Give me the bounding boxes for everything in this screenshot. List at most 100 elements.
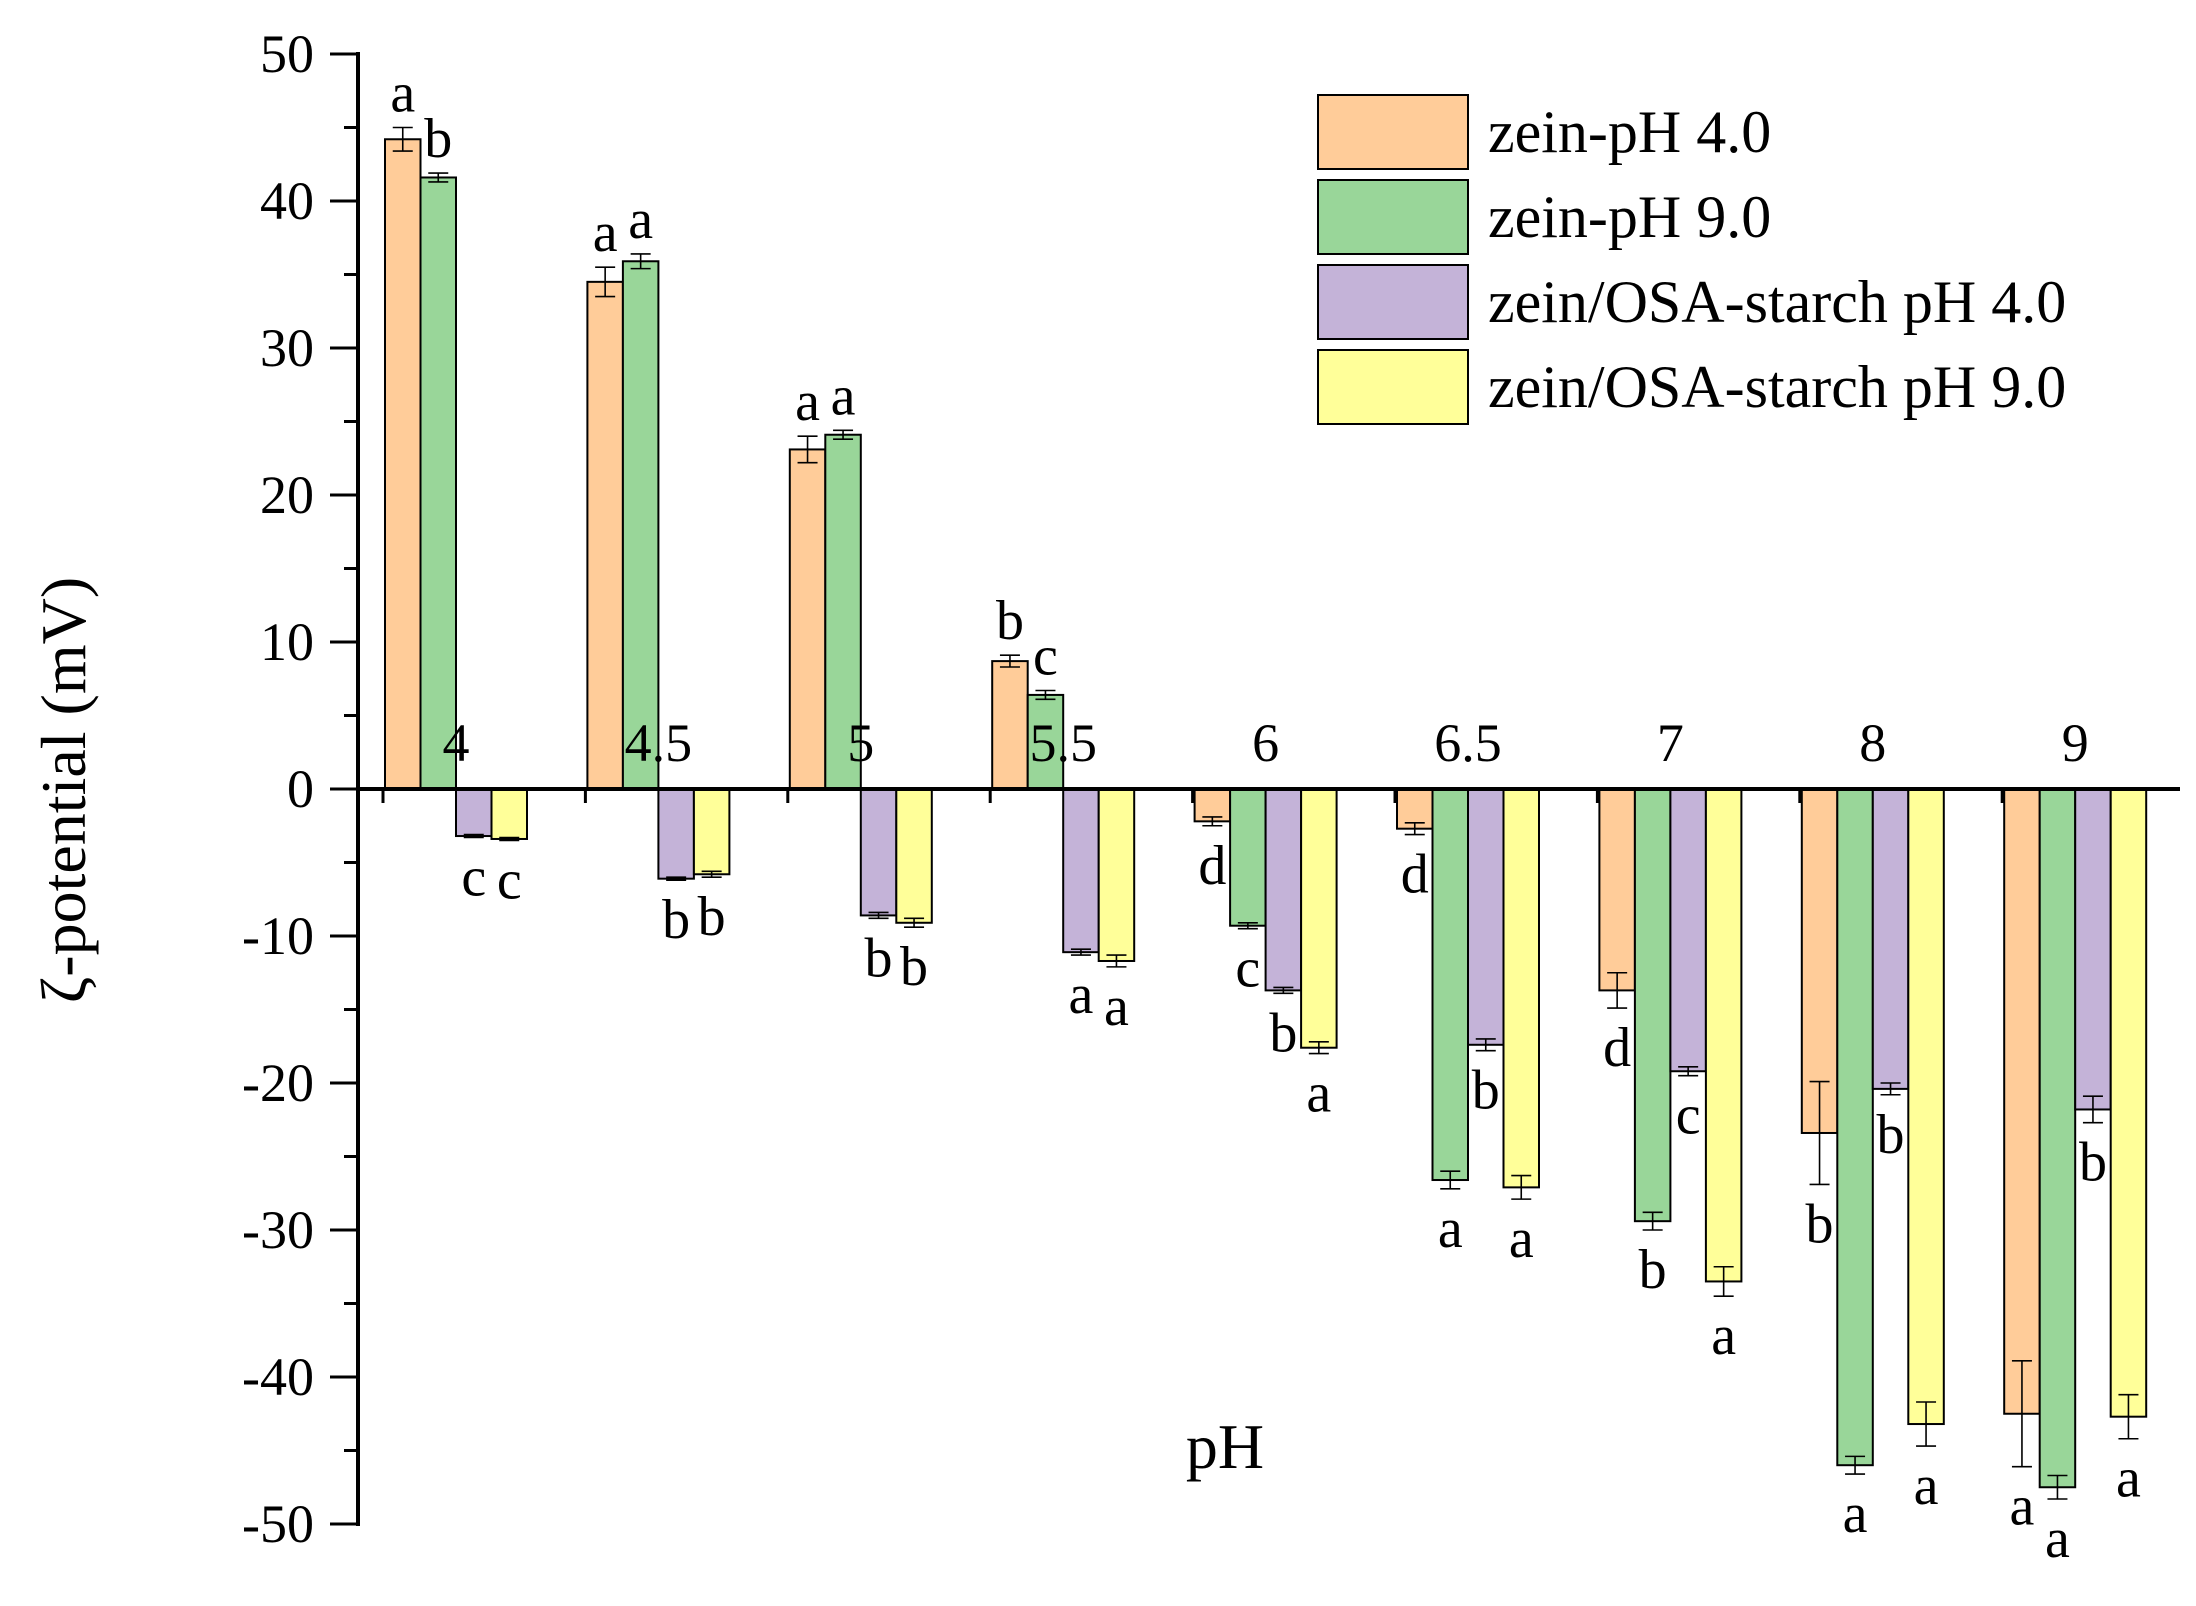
legend-swatch-2 (1317, 179, 1469, 255)
bar-3-9 (2074, 788, 2112, 1111)
error-bar-1-6.5 (1404, 822, 1425, 836)
bar-2-6 (1229, 788, 1267, 927)
error-bar-1-5.5 (999, 654, 1020, 668)
error-bars-layer (392, 126, 2139, 1500)
bar-3-4 (455, 788, 493, 838)
error-bar-1-6 (1202, 816, 1223, 827)
significance-label-4-4: c (497, 849, 522, 911)
bar-4-6.5 (1502, 788, 1540, 1189)
y-tick-label--20: -20 (242, 1053, 314, 1113)
error-bar-2-6.5 (1440, 1170, 1461, 1190)
y-tick-label-30: 30 (260, 318, 314, 378)
significance-label-2-7: b (1639, 1239, 1667, 1301)
error-bar-3-9 (2082, 1095, 2103, 1124)
category-label-4.5: 4.5 (625, 713, 693, 773)
bars-layer (384, 138, 2148, 1489)
axes-layer (330, 52, 2180, 1526)
error-bar-4-8 (1916, 1401, 1937, 1447)
error-bar-1-7 (1607, 971, 1628, 1009)
category-label-9: 9 (2062, 713, 2089, 773)
error-bar-2-9 (2047, 1474, 2068, 1500)
error-bar-2-5 (833, 429, 854, 440)
error-bar-3-6 (1273, 986, 1294, 995)
significance-label-2-5.5: c (1033, 626, 1058, 688)
legend-label-2: zein-pH 9.0 (1488, 184, 1771, 250)
bar-2-5 (824, 433, 862, 790)
significance-label-3-5: b (865, 927, 893, 989)
error-bar-2-5.5 (1035, 689, 1056, 701)
significance-label-1-8: b (1806, 1193, 1834, 1255)
legend-swatch-4 (1317, 349, 1469, 425)
significance-label-2-6.5: a (1438, 1198, 1463, 1260)
error-bar-3-5.5 (1070, 948, 1091, 956)
error-bar-3-8 (1880, 1082, 1901, 1096)
significance-label-2-6: c (1235, 938, 1260, 1000)
significance-label-4-8: a (1914, 1455, 1939, 1517)
bar-4-7 (1704, 788, 1743, 1283)
y-tick-label-10: 10 (260, 612, 314, 672)
error-bar-2-7 (1642, 1211, 1663, 1231)
error-bar-2-6 (1237, 921, 1258, 930)
significance-label-1-7: d (1603, 1017, 1631, 1079)
bar-4-6 (1300, 788, 1338, 1049)
error-bar-3-4 (463, 833, 484, 839)
category-label-5: 5 (847, 713, 874, 773)
y-tick-label--40: -40 (242, 1347, 314, 1407)
bar-2-8 (1836, 788, 1874, 1467)
bar-3-6.5 (1467, 788, 1505, 1046)
significance-label-4-6.5: a (1509, 1208, 1534, 1270)
error-bar-4-5.5 (1106, 954, 1127, 968)
y-axis-title: ζ-potential (mV) (28, 577, 99, 1003)
y-tick-label--10: -10 (242, 906, 314, 966)
error-bar-2-8 (1845, 1455, 1866, 1475)
bar-4-8 (1907, 788, 1945, 1426)
significance-label-1-4: a (390, 63, 415, 125)
legend-label-4: zein/OSA-starch pH 9.0 (1488, 354, 2066, 420)
bar-4-4.5 (692, 788, 731, 876)
category-label-6.5: 6.5 (1434, 713, 1502, 773)
y-tick-label-40: 40 (260, 171, 314, 231)
significance-label-3-8: b (1877, 1104, 1905, 1166)
bar-1-4 (384, 138, 422, 790)
bar-3-7 (1669, 788, 1707, 1073)
category-label-5.5: 5.5 (1029, 713, 1097, 773)
error-bar-4-7 (1713, 1265, 1734, 1297)
bar-3-4.5 (657, 788, 695, 880)
bar-1-9 (2003, 788, 2041, 1415)
bar-3-5.5 (1062, 788, 1100, 954)
significance-label-1-6: d (1198, 835, 1226, 897)
significance-label-4-6: a (1306, 1063, 1331, 1125)
category-label-6: 6 (1252, 713, 1279, 773)
significance-label-1-5: a (795, 371, 820, 433)
legend-swatch-3 (1317, 264, 1469, 340)
bar-3-6 (1264, 788, 1303, 992)
significance-label-4-5: b (900, 936, 928, 998)
significance-label-3-4: c (461, 847, 486, 909)
category-label-7: 7 (1657, 713, 1684, 773)
bar-4-4 (490, 788, 528, 840)
significance-label-1-5.5: b (996, 590, 1024, 652)
error-bar-1-4 (392, 126, 413, 152)
error-bar-4-9 (2118, 1393, 2139, 1440)
error-bar-3-4.5 (666, 876, 687, 881)
significance-label-3-4.5: b (662, 889, 690, 951)
legend-label-1: zein-pH 4.0 (1488, 99, 1771, 165)
error-bar-1-4.5 (595, 266, 616, 298)
bar-2-4 (419, 176, 457, 791)
error-bar-3-6.5 (1475, 1038, 1496, 1052)
significance-label-2-8: a (1843, 1483, 1868, 1545)
significance-label-3-6.5: b (1472, 1060, 1500, 1122)
bar-3-8 (1871, 788, 1910, 1090)
significance-label-4-7: a (1711, 1305, 1736, 1367)
significance-label-2-4: b (424, 108, 452, 170)
significance-label-3-5.5: a (1069, 964, 1094, 1026)
error-bar-4-4 (499, 836, 520, 842)
category-label-8: 8 (1859, 713, 1886, 773)
bar-1-5 (788, 448, 827, 790)
significance-label-1-6.5: d (1401, 844, 1429, 906)
bar-4-9 (2109, 788, 2148, 1418)
bar-2-7 (1633, 788, 1672, 1223)
bar-1-4.5 (586, 280, 624, 790)
